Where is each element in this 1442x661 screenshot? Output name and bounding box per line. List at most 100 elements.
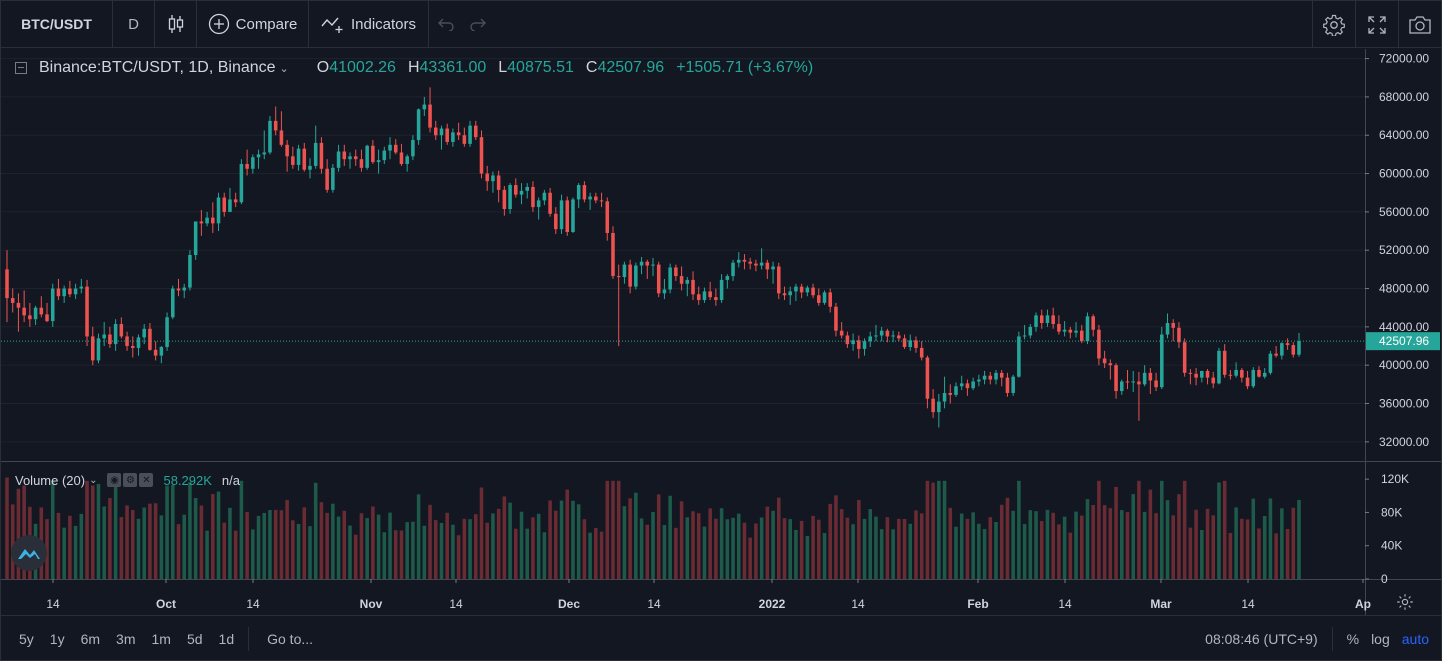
chevron-down-icon[interactable]: ⌄ xyxy=(279,62,289,75)
volume-bar xyxy=(754,523,758,579)
clock-timezone[interactable]: 08:08:46 (UTC+9) xyxy=(1205,627,1333,651)
candles-icon xyxy=(167,14,185,34)
undo-icon[interactable] xyxy=(437,17,455,31)
candle-body xyxy=(788,291,792,296)
price-tick-label: 60000.00 xyxy=(1379,167,1429,181)
candle xyxy=(376,149,381,174)
screenshot-button[interactable] xyxy=(1398,1,1441,48)
range-5d[interactable]: 5d xyxy=(186,630,203,647)
volume-bar xyxy=(119,517,124,579)
candle-body xyxy=(382,150,387,161)
volume-bar xyxy=(897,518,901,579)
candle-body xyxy=(411,140,415,157)
volume-bar xyxy=(1200,529,1204,579)
range-6m[interactable]: 6m xyxy=(80,630,101,647)
percent-toggle[interactable]: % xyxy=(1346,631,1360,647)
volume-bar xyxy=(605,480,610,579)
candle xyxy=(256,149,261,169)
candle xyxy=(1057,315,1061,335)
candle-body xyxy=(479,137,484,174)
volume-bar xyxy=(1194,509,1198,579)
candle xyxy=(891,330,895,343)
range-5y[interactable]: 5y xyxy=(19,630,34,647)
volume-value: 58.292K xyxy=(163,472,212,488)
visibility-icon[interactable]: ◉ xyxy=(107,473,122,487)
candle xyxy=(1097,324,1101,366)
volume-bar xyxy=(142,507,146,579)
candle-body xyxy=(273,120,278,131)
volume-bar xyxy=(56,512,61,579)
range-3m[interactable]: 3m xyxy=(116,630,136,647)
candle xyxy=(474,120,478,141)
candle xyxy=(1217,347,1221,385)
chart-type-button[interactable] xyxy=(155,0,197,48)
volume-bar xyxy=(285,500,289,579)
log-toggle[interactable]: log xyxy=(1371,631,1390,647)
candle xyxy=(714,288,718,306)
candle xyxy=(782,286,787,301)
range-1y[interactable]: 1y xyxy=(49,630,65,647)
series-title[interactable]: Binance:BTC/USDT, 1D, Binance xyxy=(39,59,276,76)
time-tick-label: Oct xyxy=(156,597,176,611)
fullscreen-button[interactable] xyxy=(1355,1,1398,48)
candle xyxy=(1194,368,1198,386)
volume-title[interactable]: Volume (20) xyxy=(15,472,86,488)
volume-bar xyxy=(937,480,941,579)
range-1m[interactable]: 1m xyxy=(151,630,171,647)
candle-body xyxy=(1108,363,1113,366)
redo-icon[interactable] xyxy=(469,17,487,31)
candle xyxy=(536,197,541,220)
candle-body xyxy=(279,130,284,145)
indicators-button[interactable]: Indicators xyxy=(309,0,429,48)
volume-bar xyxy=(851,524,855,579)
candle xyxy=(1017,331,1021,378)
candle-body xyxy=(622,264,627,278)
candle-body xyxy=(662,289,667,294)
volume-bar xyxy=(759,517,764,579)
volume-bar xyxy=(748,537,752,579)
goto-button[interactable]: Go to... xyxy=(248,626,313,651)
axis-settings-icon[interactable] xyxy=(1395,592,1415,612)
chart-canvas[interactable]: 72000.00 68000.00 64000.00 60000.00 56000.00… xyxy=(1,49,1441,615)
candle xyxy=(108,326,112,348)
candle xyxy=(188,250,192,291)
candle-body xyxy=(885,330,890,337)
candle xyxy=(622,261,627,284)
auto-scale-toggle[interactable]: auto xyxy=(1401,631,1429,647)
candle xyxy=(811,283,815,299)
candle xyxy=(62,285,66,303)
candle-body xyxy=(954,386,958,395)
candle-body xyxy=(188,255,192,288)
candle xyxy=(1079,324,1084,344)
candle xyxy=(119,317,124,339)
collapse-legend-icon[interactable] xyxy=(15,62,27,74)
volume-bar xyxy=(262,512,267,579)
high-label: H xyxy=(407,59,420,76)
candle xyxy=(1011,374,1015,396)
chevron-down-icon[interactable]: ⌄ xyxy=(89,474,98,486)
range-1d[interactable]: 1d xyxy=(218,630,235,647)
candle xyxy=(736,252,741,268)
candle xyxy=(857,335,861,359)
volume-bar xyxy=(331,503,335,579)
main-series-legend: Binance:BTC/USDT, 1D, Binance ⌄ O 41002.… xyxy=(15,59,825,77)
compare-button[interactable]: Compare xyxy=(197,0,309,48)
candle-body xyxy=(1125,381,1130,383)
brand-logo-icon[interactable] xyxy=(11,535,47,571)
candle xyxy=(445,123,449,145)
interval-button[interactable]: D xyxy=(113,0,155,48)
remove-icon[interactable]: ✕ xyxy=(139,473,154,487)
candle-body xyxy=(251,157,255,169)
candle-body xyxy=(1091,316,1095,330)
candle-body xyxy=(474,125,478,138)
candle-body xyxy=(651,264,655,266)
volume-tick-label: 120K xyxy=(1381,472,1409,486)
candle-body xyxy=(296,148,301,165)
symbol-search-button[interactable]: BTC/USDT xyxy=(1,0,113,48)
settings-button[interactable] xyxy=(1312,1,1355,48)
volume-bar xyxy=(485,522,489,579)
candle-body xyxy=(914,340,918,348)
settings-small-icon[interactable]: ⚙ xyxy=(123,473,138,487)
volume-bar xyxy=(994,522,998,579)
candle-body xyxy=(868,336,873,342)
